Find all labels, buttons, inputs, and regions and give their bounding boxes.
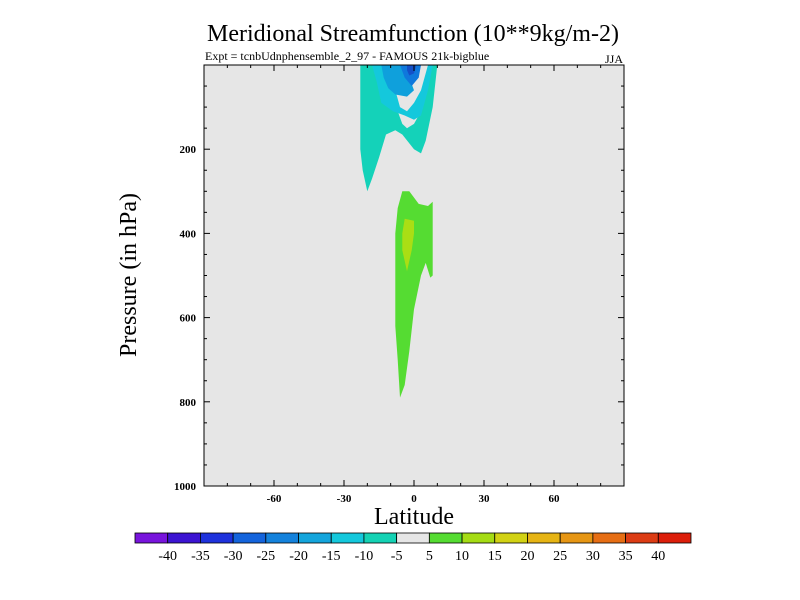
colorbar-label: -25: [256, 549, 275, 564]
colorbar-swatch: [592, 532, 626, 544]
colorbar-label: -15: [322, 549, 341, 564]
colorbar-swatch: [167, 532, 201, 544]
chart-title: Meridional Streamfunction (10**9kg/m-2): [207, 21, 619, 47]
colorbar-swatch: [134, 532, 169, 544]
y-tick-label: 600: [180, 313, 197, 325]
colorbar-swatch: [461, 532, 496, 544]
contour-positive-cell-inner: [402, 218, 414, 272]
contour-negative-cell-outer: [360, 65, 438, 192]
y-tick-label: 1000: [174, 481, 197, 493]
y-tick-label: 200: [180, 144, 197, 156]
colorbar-label: 5: [426, 549, 433, 564]
colorbar-swatch: [494, 532, 528, 544]
colorbar-swatch: [298, 532, 332, 544]
colorbar-swatch: [265, 532, 299, 544]
colorbar: -40 -35 -30 -25 -20 -15 -10 -5 5 10 15 20 25 30 35 40: [134, 532, 692, 564]
colorbar-label: -40: [158, 549, 177, 564]
colorbar-swatch: [527, 532, 561, 544]
colorbar-swatch: [363, 532, 398, 544]
colorbar-swatch: [559, 532, 594, 544]
y-axis-title: Pressure (in hPa): [116, 193, 142, 357]
colorbar-label: 10: [455, 549, 469, 564]
colorbar-swatch: [330, 532, 365, 544]
colorbar-label: -35: [191, 549, 210, 564]
y-axis: 200 400 600 800 1000: [174, 64, 624, 493]
experiment-subtitle: Expt = tcnbUdnphensemble_2_97 - FAMOUS 2…: [205, 49, 489, 63]
contour-negative-cell-core: [400, 65, 421, 86]
colorbar-swatch: [657, 532, 692, 544]
x-axis-title: Latitude: [374, 504, 454, 530]
colorbar-label: -30: [224, 549, 243, 564]
colorbar-label: 40: [651, 549, 665, 564]
colorbar-swatch: [396, 532, 430, 544]
y-tick-label: 400: [180, 228, 197, 240]
plot-area: [203, 64, 625, 487]
colorbar-swatch: [625, 532, 659, 544]
x-axis: -60 -30 0 30 60: [203, 65, 625, 505]
x-tick-label: -60: [267, 493, 282, 505]
colorbar-label: 20: [520, 549, 534, 564]
colorbar-label: 25: [553, 549, 567, 564]
colorbar-label: -5: [391, 549, 403, 564]
x-tick-label: 30: [479, 493, 491, 505]
colorbar-swatch: [232, 532, 267, 544]
colorbar-label: -20: [289, 549, 308, 564]
season-label: JJA: [605, 52, 623, 66]
x-tick-label: 60: [549, 493, 561, 505]
colorbar-label: 15: [488, 549, 502, 564]
x-tick-label: -30: [337, 493, 352, 505]
y-tick-label: 800: [180, 397, 197, 409]
colorbar-swatch: [200, 532, 234, 544]
colorbar-label: -10: [355, 549, 374, 564]
colorbar-label: 35: [619, 549, 633, 564]
colorbar-label: 30: [586, 549, 600, 564]
colorbar-swatch: [428, 532, 463, 544]
x-tick-label: 0: [411, 493, 417, 505]
